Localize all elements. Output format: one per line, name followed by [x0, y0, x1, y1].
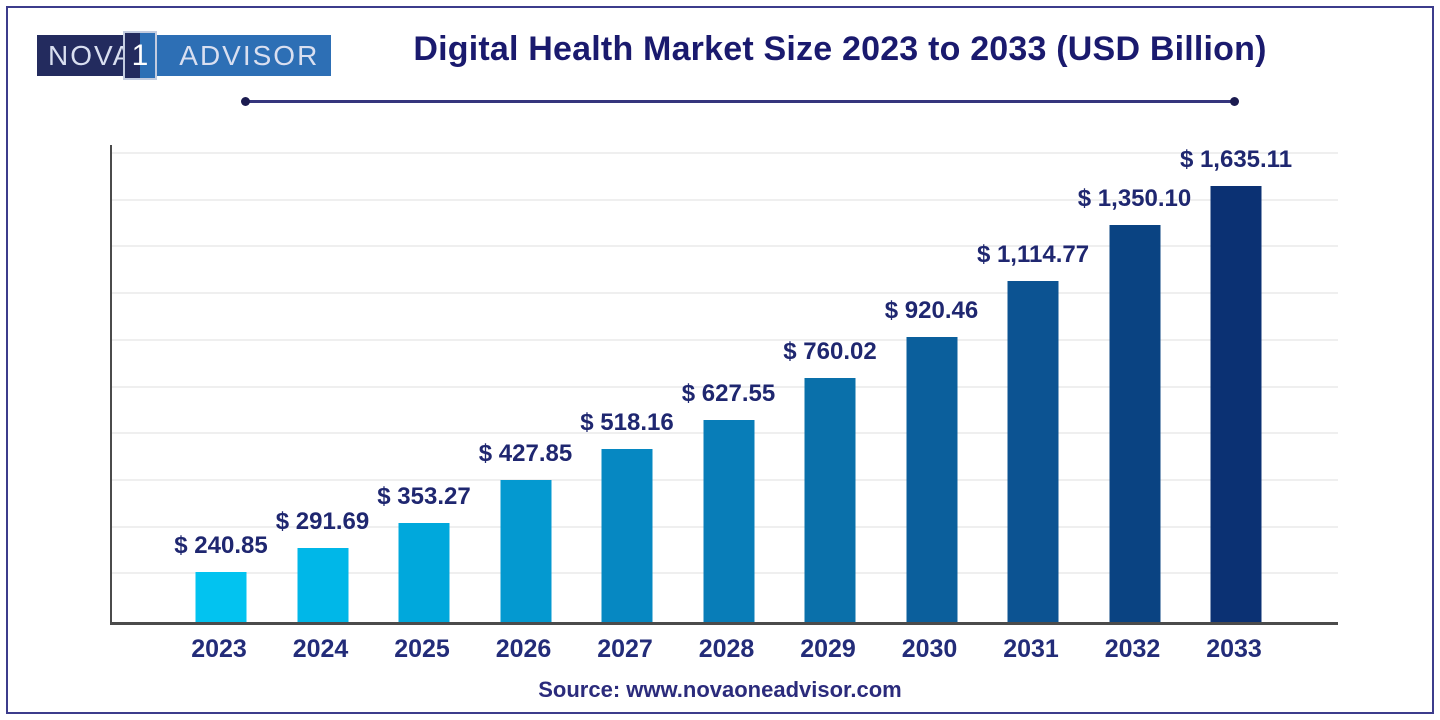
bar-value-label: $ 518.16 [580, 409, 674, 436]
title-underline [241, 97, 1239, 106]
x-tick-label: 2033 [1206, 635, 1262, 663]
bar-value-label: $ 1,350.10 [1077, 185, 1192, 212]
bar [1210, 186, 1262, 622]
x-tick-label: 2027 [597, 635, 653, 663]
bar-value-label: $ 427.85 [478, 440, 573, 467]
bar-value-label: $ 627.55 [681, 380, 776, 407]
bar-group-2031: $ 1,114.77 [977, 145, 1089, 622]
bar [398, 523, 450, 622]
bar [703, 420, 754, 622]
bar-group-2025: $ 353.27 [377, 145, 471, 622]
logo-one-badge: 1 [123, 31, 157, 80]
gridline [112, 152, 1338, 154]
bar-group-2023: $ 240.85 [174, 145, 268, 622]
bar-group-2032: $ 1,350.10 [1078, 145, 1191, 622]
x-tick-label: 2025 [394, 635, 450, 663]
bar-value-label: $ 760.02 [783, 338, 877, 365]
gridline [112, 198, 1338, 201]
bar [297, 548, 348, 622]
x-tick-label: 2023 [191, 635, 247, 663]
bar-group-2024: $ 291.69 [276, 145, 369, 622]
bar-group-2033: $ 1,635.11 [1180, 145, 1292, 622]
bar-value-label: $ 353.27 [377, 483, 471, 510]
plot-area: $ 240.85 $ 291.69 $ 353.27 $ 427.85 $ 518.16… [110, 145, 1338, 625]
bar-value-label: $ 240.85 [174, 532, 268, 559]
logo-segment-advisor: ADVISOR [157, 35, 332, 76]
x-tick-label: 2031 [1003, 635, 1059, 663]
gridline [112, 245, 1338, 248]
bar-group-2028: $ 627.55 [682, 145, 775, 622]
nova-one-advisor-logo: NOVA ADVISOR 1 [37, 31, 332, 80]
bar-group-2026: $ 427.85 [479, 145, 572, 622]
x-tick-label: 2030 [901, 635, 958, 663]
gridline [112, 292, 1338, 295]
bar [195, 572, 247, 622]
gridline [112, 338, 1338, 341]
x-tick-label: 2029 [800, 635, 856, 663]
bar [804, 378, 856, 622]
x-tick-label: 2026 [495, 635, 552, 663]
bar [1007, 281, 1059, 622]
bar-group-2030: $ 920.46 [885, 145, 978, 622]
chart-title: Digital Health Market Size 2023 to 2033 … [413, 30, 1267, 68]
x-tick-label: 2028 [698, 635, 755, 663]
bar-value-label: $ 920.46 [884, 297, 979, 324]
x-axis-labels: 2023 2024 2025 2026 2027 2028 2029 2030 2031 2032… [110, 625, 1336, 667]
bar-value-label: $ 1,635.11 [1179, 146, 1293, 173]
bar [601, 449, 653, 622]
x-tick-label: 2024 [292, 635, 349, 663]
gridline [112, 385, 1338, 388]
bar-value-label: $ 291.69 [275, 508, 370, 535]
source-note: Source: www.novaoneadvisor.com [538, 677, 902, 702]
bar-value-label: $ 1,114.77 [976, 241, 1090, 268]
bar-group-2029: $ 760.02 [783, 145, 877, 622]
bar [1109, 225, 1160, 622]
bar [500, 480, 551, 622]
bar-group-2027: $ 518.16 [580, 145, 674, 622]
x-tick-label: 2032 [1104, 635, 1161, 663]
bar [906, 337, 957, 622]
